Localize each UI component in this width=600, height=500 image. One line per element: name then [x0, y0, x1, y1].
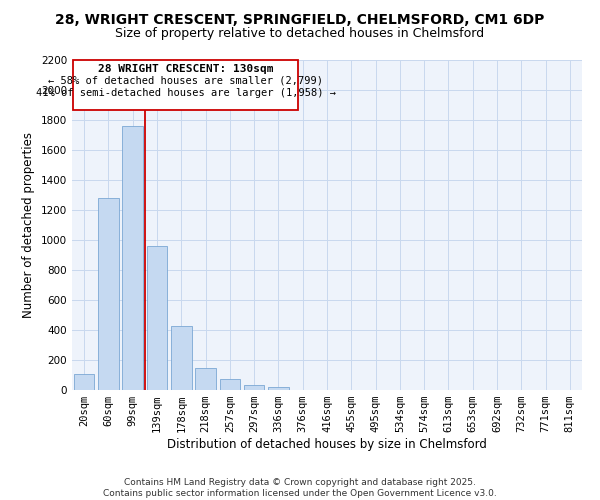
Text: 28 WRIGHT CRESCENT: 130sqm: 28 WRIGHT CRESCENT: 130sqm: [98, 64, 273, 74]
Y-axis label: Number of detached properties: Number of detached properties: [22, 132, 35, 318]
Bar: [244, 385, 265, 390]
Bar: [122, 126, 143, 390]
Bar: [220, 379, 240, 390]
Text: Size of property relative to detached houses in Chelmsford: Size of property relative to detached ho…: [115, 28, 485, 40]
Bar: [98, 198, 119, 390]
Bar: [171, 326, 191, 390]
Text: 41% of semi-detached houses are larger (1,958) →: 41% of semi-detached houses are larger (…: [35, 88, 335, 99]
X-axis label: Distribution of detached houses by size in Chelmsford: Distribution of detached houses by size …: [167, 438, 487, 451]
Bar: [195, 368, 216, 390]
Bar: [74, 374, 94, 390]
Bar: [73, 60, 298, 110]
Bar: [268, 387, 289, 390]
Bar: [146, 246, 167, 390]
Text: ← 58% of detached houses are smaller (2,799): ← 58% of detached houses are smaller (2,…: [48, 76, 323, 86]
Text: Contains HM Land Registry data © Crown copyright and database right 2025.
Contai: Contains HM Land Registry data © Crown c…: [103, 478, 497, 498]
Text: 28, WRIGHT CRESCENT, SPRINGFIELD, CHELMSFORD, CM1 6DP: 28, WRIGHT CRESCENT, SPRINGFIELD, CHELMS…: [55, 12, 545, 26]
